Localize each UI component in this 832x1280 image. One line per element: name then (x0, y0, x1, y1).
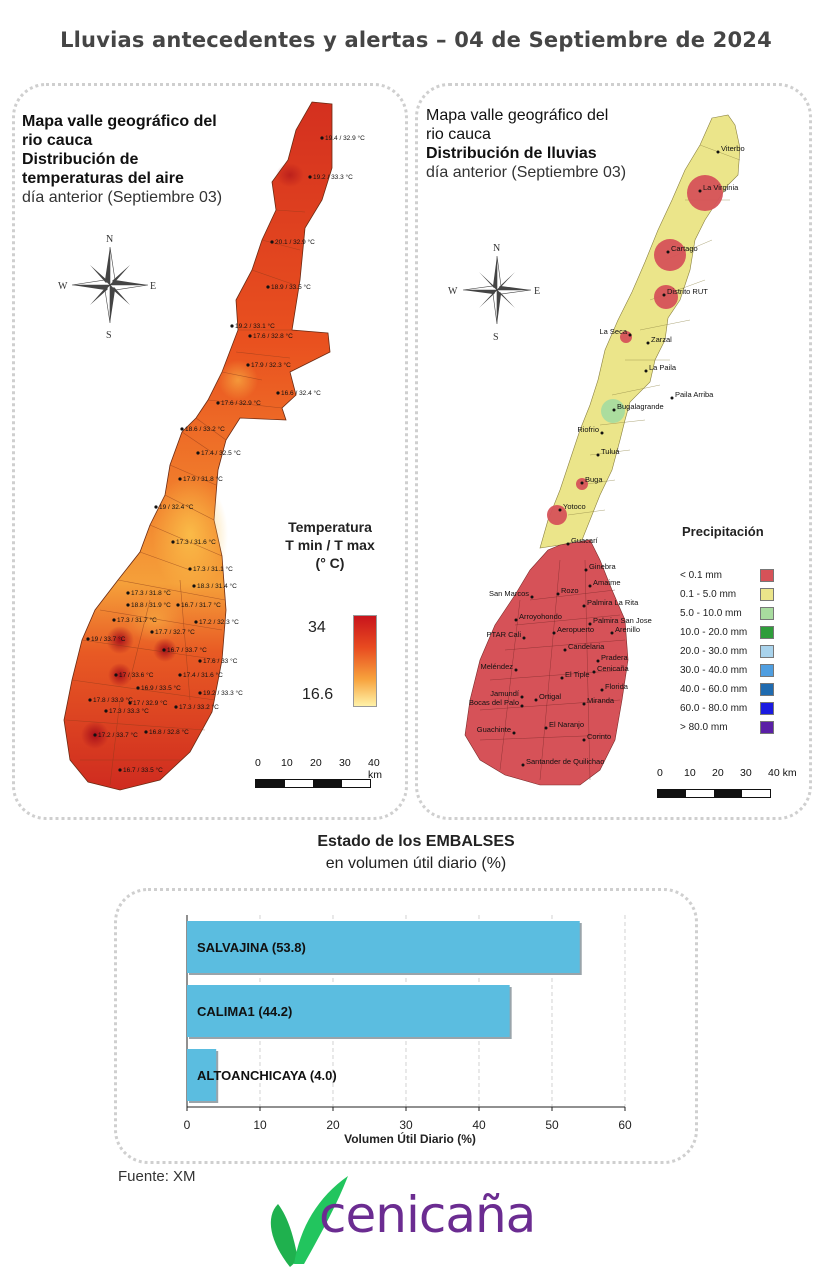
precipitation-legend-title: Precipitación (682, 524, 764, 539)
precip-legend-label: 5.0 - 10.0 mm (680, 608, 742, 619)
scale-tick: 20 (310, 757, 322, 769)
precip-legend-swatch (760, 683, 774, 696)
legend-min-value: 16.6 (302, 686, 334, 703)
precip-legend-item: 30.0 - 40.0 mm (680, 662, 780, 681)
rain-map-panel (415, 83, 812, 820)
precip-legend-swatch (760, 569, 774, 582)
scale-tick: 10 (684, 767, 696, 779)
scale-tick: 20 (712, 767, 724, 779)
scale-tick: 40 km (368, 757, 382, 781)
embalses-panel (114, 888, 698, 1164)
precip-legend-item: < 0.1 mm (680, 567, 780, 586)
precip-legend-label: 40.0 - 60.0 mm (680, 684, 748, 695)
scale-bar-rain: 0 10 20 30 40 km (657, 767, 797, 798)
precip-legend-label: 30.0 - 40.0 mm (680, 665, 748, 676)
embalses-subtitle: en volumen útil diario (%) (325, 855, 507, 872)
precip-legend-swatch (760, 645, 774, 658)
scale-ticks: 0 10 20 30 40 km (657, 767, 797, 781)
x-axis-title: Volumen Útil Diario (%) (344, 1132, 476, 1146)
precip-legend-swatch (760, 607, 774, 620)
legend-max-value: 34 (308, 619, 326, 636)
precip-legend-label: 0.1 - 5.0 mm (680, 589, 737, 600)
cenicana-logo: cenicaña (260, 1172, 580, 1272)
page-title: Lluvias antecedentes y alertas – 04 de S… (60, 28, 772, 52)
precipitation-legend: < 0.1 mm 0.1 - 5.0 mm 5.0 - 10.0 mm 10.0 - … (680, 567, 780, 738)
logo-wordmark: cenicaña (319, 1186, 536, 1244)
temperature-gradient-bar (353, 615, 377, 707)
scale-tick: 0 (657, 767, 663, 779)
precip-legend-label: < 0.1 mm (680, 570, 722, 581)
precip-legend-label: 20.0 - 30.0 mm (680, 646, 748, 657)
precip-legend-label: > 80.0 mm (680, 722, 728, 733)
precip-legend-label: 10.0 - 20.0 mm (680, 627, 748, 638)
scale-bar-temp: 0 10 20 30 40 km (255, 757, 382, 788)
precip-legend-swatch (760, 721, 774, 734)
precip-legend-item: 10.0 - 20.0 mm (680, 624, 780, 643)
embalses-title: Estado de los EMBALSES (317, 833, 515, 850)
precip-legend-item: 20.0 - 30.0 mm (680, 643, 780, 662)
precip-legend-swatch (760, 626, 774, 639)
precip-legend-swatch (760, 664, 774, 677)
temperature-map-panel (12, 83, 408, 820)
rain-panel-title: Mapa valle geográfico del rio cauca Dist… (426, 107, 627, 181)
scale-ticks: 0 10 20 30 40 km (255, 757, 382, 781)
scale-bar-graphic (657, 789, 771, 798)
source-text: Fuente: XM (118, 1168, 196, 1185)
precip-legend-item: 40.0 - 60.0 mm (680, 681, 780, 700)
precip-legend-swatch (760, 588, 774, 601)
temperature-legend-title: Temperatura T min / T max (° C) (285, 519, 375, 571)
precip-legend-item: 0.1 - 5.0 mm (680, 586, 780, 605)
precip-legend-item: > 80.0 mm (680, 719, 780, 738)
precip-legend-swatch (760, 702, 774, 715)
precip-legend-label: 60.0 - 80.0 mm (680, 703, 748, 714)
precip-legend-item: 60.0 - 80.0 mm (680, 700, 780, 719)
scale-tick: 30 (740, 767, 752, 779)
temperature-panel-title: Mapa valle geográfico del rio cauca Dist… (22, 113, 223, 206)
scale-bar-graphic (255, 779, 371, 788)
scale-tick: 10 (281, 757, 293, 769)
precip-legend-item: 5.0 - 10.0 mm (680, 605, 780, 624)
scale-tick: 40 km (768, 767, 797, 779)
leaf-logo-icon (270, 1176, 348, 1267)
scale-tick: 0 (255, 757, 261, 769)
scale-tick: 30 (339, 757, 351, 769)
